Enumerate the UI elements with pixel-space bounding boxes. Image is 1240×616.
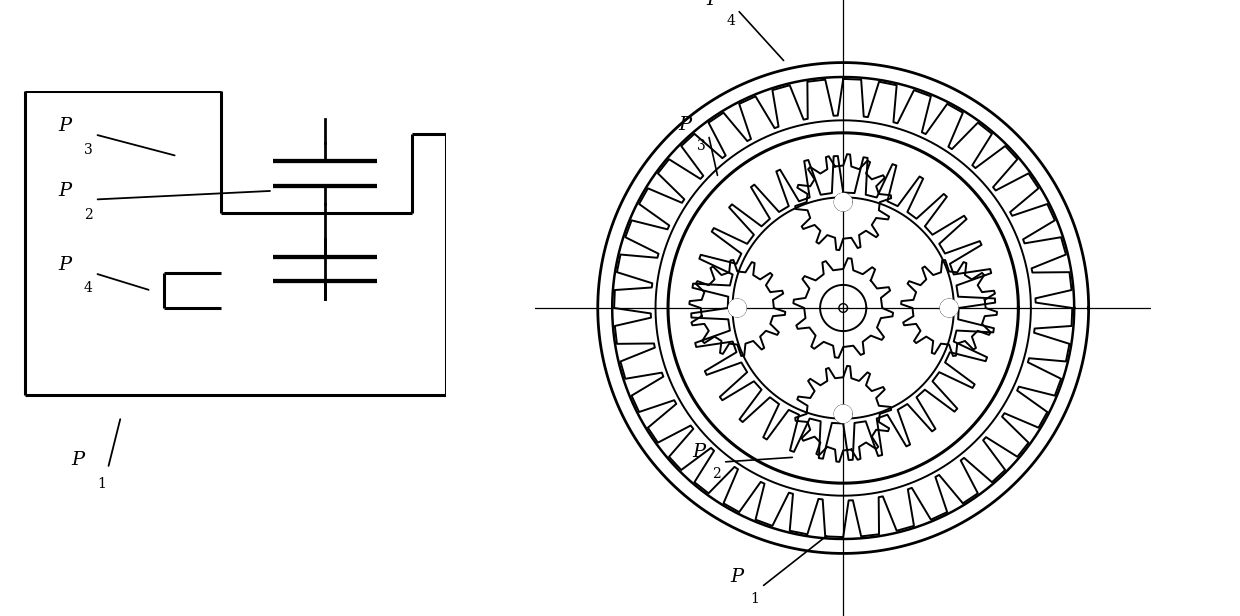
Text: 2: 2 <box>84 208 93 222</box>
Text: P: P <box>58 116 71 135</box>
Text: P: P <box>707 0 720 9</box>
Text: 3: 3 <box>697 139 706 153</box>
Text: 4: 4 <box>84 282 93 296</box>
Polygon shape <box>729 299 746 317</box>
Text: 2: 2 <box>712 466 720 480</box>
Text: P: P <box>678 116 691 134</box>
Text: 4: 4 <box>727 14 735 28</box>
Text: P: P <box>692 444 706 461</box>
Text: P: P <box>58 182 71 200</box>
Text: 1: 1 <box>97 477 105 491</box>
Text: 3: 3 <box>84 142 93 156</box>
Text: P: P <box>730 569 744 586</box>
Text: P: P <box>58 256 71 274</box>
Polygon shape <box>835 405 852 423</box>
Text: 1: 1 <box>750 592 759 606</box>
Text: P: P <box>71 451 84 469</box>
Polygon shape <box>940 299 957 317</box>
Polygon shape <box>835 193 852 211</box>
